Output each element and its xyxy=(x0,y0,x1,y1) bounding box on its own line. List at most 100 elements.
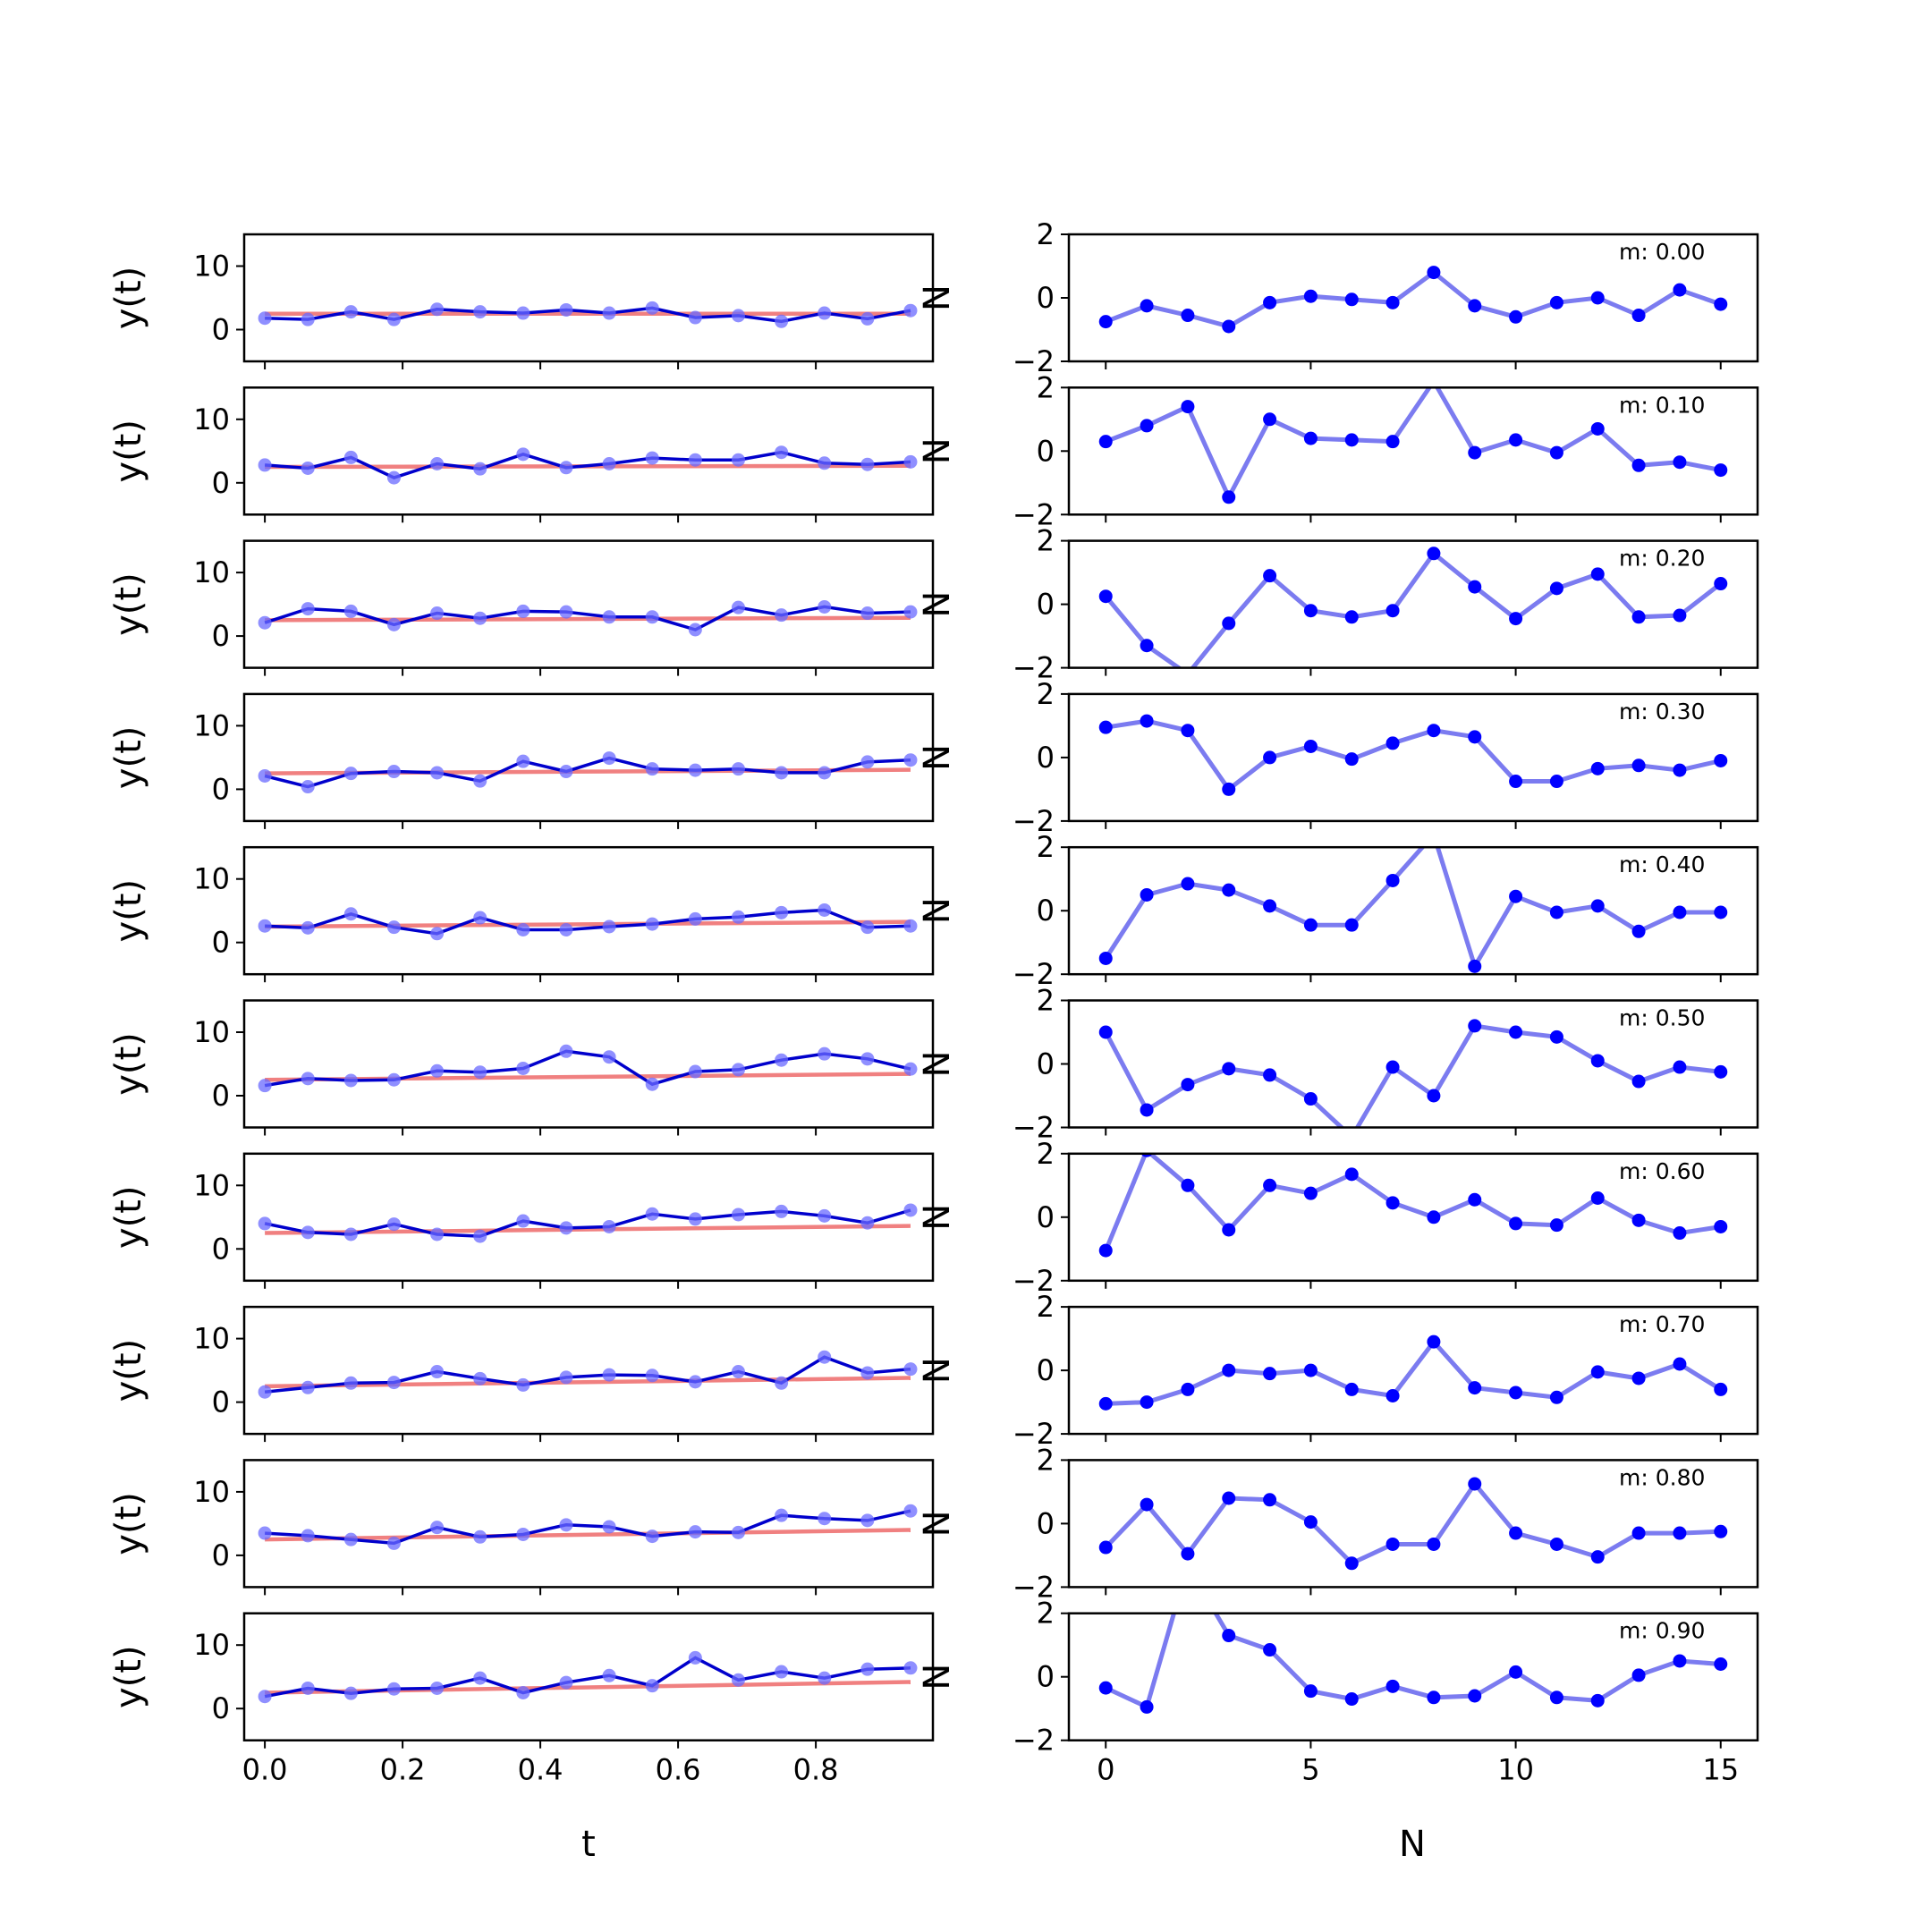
left-panel-5: 0 10 y(t) xyxy=(108,999,935,1136)
data-line xyxy=(264,1049,911,1088)
y-tick-label: 2 xyxy=(1037,1137,1055,1171)
noise-point xyxy=(1673,1226,1687,1241)
data-point xyxy=(731,1365,745,1379)
noise-point xyxy=(1303,1186,1318,1200)
noise-point xyxy=(1714,463,1728,478)
noise-point xyxy=(1590,1693,1605,1707)
left-plot-area xyxy=(258,751,918,794)
data-point xyxy=(386,1376,401,1390)
panel-row-2: 0 10 y(t) −2 0 2 Nm: 0.20 xyxy=(108,524,1759,685)
data-point xyxy=(516,1214,530,1228)
y-tick-label: 2 xyxy=(1037,370,1055,404)
m-annotation: m: 0.00 xyxy=(1619,239,1705,265)
noise-point xyxy=(1714,905,1728,919)
right-plot-area xyxy=(1098,847,1728,973)
data-point xyxy=(602,1668,616,1682)
data-point xyxy=(559,302,573,317)
noise-point xyxy=(1509,309,1523,324)
data-point xyxy=(343,767,358,781)
data-point xyxy=(559,1675,573,1690)
y-tick-label: 10 xyxy=(193,555,230,589)
left-axes-frame xyxy=(242,1152,935,1283)
data-line xyxy=(264,1355,911,1394)
noise-point xyxy=(1468,1381,1482,1395)
data-point xyxy=(818,766,832,780)
noise-point xyxy=(1181,1546,1195,1561)
noise-point xyxy=(1303,739,1318,753)
noise-point xyxy=(1714,577,1728,591)
noise-point xyxy=(1673,1654,1687,1668)
noise-point xyxy=(1673,283,1687,297)
noise-point xyxy=(1590,1550,1605,1564)
data-point xyxy=(775,445,789,460)
m-annotation: m: 0.90 xyxy=(1619,1618,1705,1644)
y-tick-label: 0 xyxy=(1037,741,1055,775)
noise-point xyxy=(1631,1371,1646,1385)
noise-point xyxy=(1427,1537,1441,1551)
data-point xyxy=(903,1203,918,1217)
noise-point xyxy=(1385,604,1400,618)
noise-point xyxy=(1222,490,1236,504)
noise-point xyxy=(1385,1196,1400,1210)
data-point xyxy=(386,1682,401,1696)
panel-row-0: 0 10 y(t) −2 0 2 Nm: 0.00 xyxy=(108,217,1759,378)
data-point xyxy=(860,1052,875,1066)
data-point xyxy=(258,1385,272,1399)
right-y-axis-title: N xyxy=(917,744,958,771)
noise-point xyxy=(1427,547,1441,561)
noise-point xyxy=(1549,775,1563,789)
right-x-axis-title: N xyxy=(1399,1824,1426,1865)
right-panel-4: −2 0 2 Nm: 0.40 xyxy=(917,830,1759,991)
y-tick-label: 2 xyxy=(1037,677,1055,711)
noise-point xyxy=(1549,295,1563,309)
data-point xyxy=(688,1064,702,1079)
y-tick-label: 0 xyxy=(1037,1200,1055,1234)
data-line xyxy=(264,1656,911,1699)
noise-point xyxy=(1181,309,1195,323)
data-point xyxy=(559,765,573,779)
data-point xyxy=(343,604,358,618)
noise-point xyxy=(1222,1491,1236,1505)
noise-point xyxy=(1673,905,1687,919)
data-line xyxy=(265,908,911,936)
data-point xyxy=(860,457,875,471)
left-axes-frame xyxy=(242,1459,935,1589)
noise-point xyxy=(1385,295,1400,309)
data-point xyxy=(775,1053,789,1067)
data-point xyxy=(559,923,573,936)
data-point xyxy=(860,1366,875,1380)
data-point xyxy=(903,454,918,469)
noise-point xyxy=(1427,266,1441,280)
noise-point xyxy=(1140,1699,1154,1714)
data-point xyxy=(903,1362,918,1377)
data-point xyxy=(731,453,745,467)
data-point xyxy=(430,1521,445,1535)
y-tick-label: −2 xyxy=(1013,344,1055,378)
data-point xyxy=(688,453,702,467)
noise-point xyxy=(1549,1218,1563,1233)
data-point xyxy=(688,1650,702,1665)
data-point xyxy=(301,1380,315,1394)
data-point xyxy=(688,623,702,637)
noise-point xyxy=(1590,1191,1605,1205)
right-plot-area xyxy=(1098,387,1728,504)
m-annotation: m: 0.70 xyxy=(1619,1311,1705,1337)
right-y-axis-title: N xyxy=(917,1204,958,1231)
data-point xyxy=(386,1072,401,1087)
data-point xyxy=(516,1061,530,1075)
noise-point xyxy=(1181,400,1195,414)
y-tick-label: 10 xyxy=(193,708,230,742)
noise-point xyxy=(1263,1178,1277,1192)
data-point xyxy=(818,902,832,917)
data-point xyxy=(731,309,745,323)
left-y-axis-title: y(t) xyxy=(108,879,149,943)
panel-row-3: 0 10 y(t) −2 0 2 Nm: 0.30 xyxy=(108,677,1759,838)
data-point xyxy=(731,1063,745,1077)
data-point xyxy=(645,1530,659,1544)
y-tick-label: −2 xyxy=(1013,957,1055,991)
left-axes-frame xyxy=(242,845,935,976)
data-point xyxy=(775,1665,789,1679)
noise-point xyxy=(1140,714,1154,728)
right-y-axis-title: N xyxy=(917,1664,958,1690)
data-point xyxy=(903,753,918,767)
